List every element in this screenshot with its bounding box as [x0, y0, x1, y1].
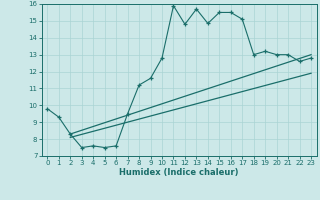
- X-axis label: Humidex (Indice chaleur): Humidex (Indice chaleur): [119, 168, 239, 177]
